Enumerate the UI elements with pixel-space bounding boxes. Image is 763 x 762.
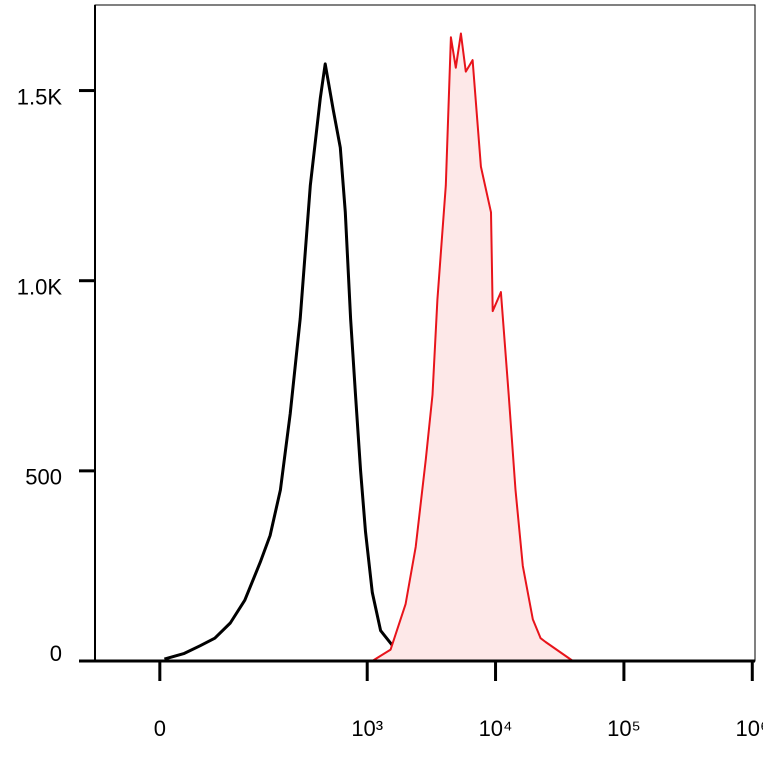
x-tick-label: 10⁴ (479, 716, 513, 741)
y-tick-label: 1.5K (17, 84, 63, 109)
x-tick-label: 0 (154, 716, 166, 741)
histogram-line (371, 32, 574, 662)
x-tick-label: 10⁶ (736, 716, 763, 741)
y-tick-label: 1.0K (17, 275, 63, 300)
histogram-line (163, 62, 456, 663)
y-tick-label: 500 (25, 465, 62, 490)
x-tick-label: 10³ (351, 716, 383, 741)
x-tick-label: 10⁵ (607, 716, 641, 741)
histogram-area (372, 33, 573, 661)
y-tick-label: 0 (50, 641, 62, 666)
